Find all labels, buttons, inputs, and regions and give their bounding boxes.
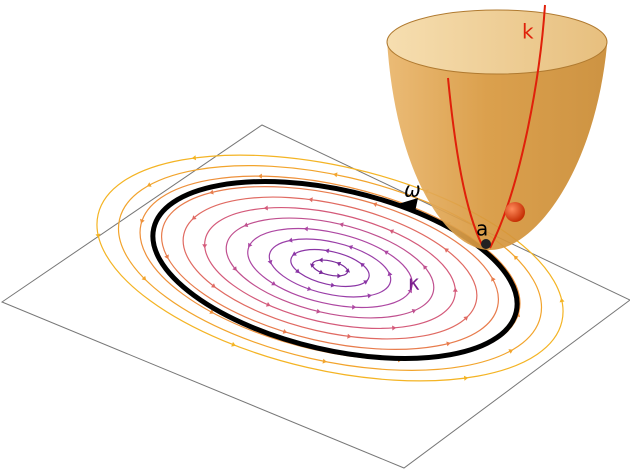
- stream-arrow: [508, 349, 514, 354]
- stream-arrow: [324, 248, 330, 254]
- stream-arrow: [95, 233, 101, 238]
- streamline: [182, 196, 478, 340]
- orbit-arrow: [398, 198, 418, 212]
- stream-arrow: [348, 245, 353, 250]
- stream-arrow: [191, 215, 197, 220]
- stream-arrow: [307, 286, 312, 291]
- stream-arrow: [211, 283, 216, 288]
- stream-arrow: [330, 282, 336, 288]
- stream-arrow: [141, 275, 147, 281]
- stream-arrow: [265, 302, 271, 307]
- stream-arrow: [303, 226, 308, 232]
- stream-arrow: [345, 268, 350, 273]
- label-kappa: κ: [408, 271, 420, 295]
- stream-arrow: [444, 248, 449, 253]
- streamline: [311, 259, 349, 277]
- stream-arrow: [282, 329, 288, 334]
- stream-arrow: [164, 254, 169, 260]
- label-omega: ω: [404, 178, 421, 202]
- stream-arrow: [463, 316, 469, 321]
- stream-arrow: [347, 333, 352, 339]
- stream-arrow: [231, 341, 236, 347]
- stream-arrow: [411, 309, 417, 314]
- bowl: [387, 40, 607, 250]
- stream-arrow: [384, 250, 389, 255]
- streamline: [247, 227, 413, 309]
- streamline: [268, 238, 392, 298]
- point-a: [481, 239, 491, 249]
- stream-arrow: [389, 229, 395, 234]
- stream-arrow: [336, 261, 342, 267]
- stream-arrow: [339, 222, 344, 228]
- stream-arrow: [322, 358, 327, 364]
- label-a: a: [476, 217, 488, 241]
- stream-arrow: [463, 375, 469, 381]
- streamlines: [95, 154, 565, 382]
- stream-arrow: [392, 325, 397, 331]
- stream-arrow: [202, 244, 208, 249]
- stream-arrow: [271, 281, 276, 286]
- stream-arrow: [446, 341, 451, 347]
- stream-arrow: [491, 276, 496, 282]
- stream-arrow: [318, 257, 323, 263]
- stream-arrow: [191, 155, 197, 161]
- stream-arrow: [257, 173, 262, 179]
- stream-arrow: [248, 242, 253, 248]
- stream-arrow: [263, 205, 268, 211]
- streamline: [160, 186, 500, 350]
- stream-arrow: [559, 298, 565, 303]
- stream-arrow: [209, 189, 214, 195]
- stream-arrow: [513, 255, 519, 261]
- orbit: [150, 179, 520, 361]
- stream-arrow: [288, 237, 293, 243]
- stream-arrow: [360, 262, 365, 268]
- stream-arrow: [372, 202, 378, 207]
- label-k: k: [522, 20, 534, 44]
- stream-arrow: [209, 309, 214, 314]
- ball: [505, 202, 525, 222]
- stream-arrow: [232, 266, 237, 271]
- stream-arrow: [387, 271, 393, 277]
- stream-arrow: [243, 222, 249, 227]
- stream-arrow: [146, 182, 152, 187]
- streamline: [290, 248, 370, 288]
- stream-arrow: [308, 197, 313, 203]
- streamline: [117, 165, 543, 371]
- streamline: [96, 154, 564, 382]
- stream-arrow: [363, 280, 368, 285]
- streamline: [204, 206, 456, 330]
- stream-arrow: [292, 251, 297, 256]
- stream-arrow: [337, 273, 342, 279]
- stream-arrow: [367, 293, 372, 299]
- stream-arrow: [267, 259, 273, 265]
- stream-arrow: [407, 288, 412, 294]
- stream-arrow: [140, 218, 145, 224]
- bowl-rim: [386, 9, 608, 75]
- stream-arrow: [452, 287, 458, 292]
- plane: [0, 124, 630, 469]
- stream-arrow: [310, 263, 315, 268]
- k-curve: [489, 4, 546, 249]
- k-curve: [447, 77, 483, 246]
- stream-arrow: [295, 268, 300, 274]
- stream-arrow: [318, 269, 324, 275]
- stream-arrow: [316, 308, 321, 314]
- stream-arrow: [423, 265, 428, 270]
- stream-arrow: [333, 172, 338, 178]
- stream-arrow: [352, 304, 357, 310]
